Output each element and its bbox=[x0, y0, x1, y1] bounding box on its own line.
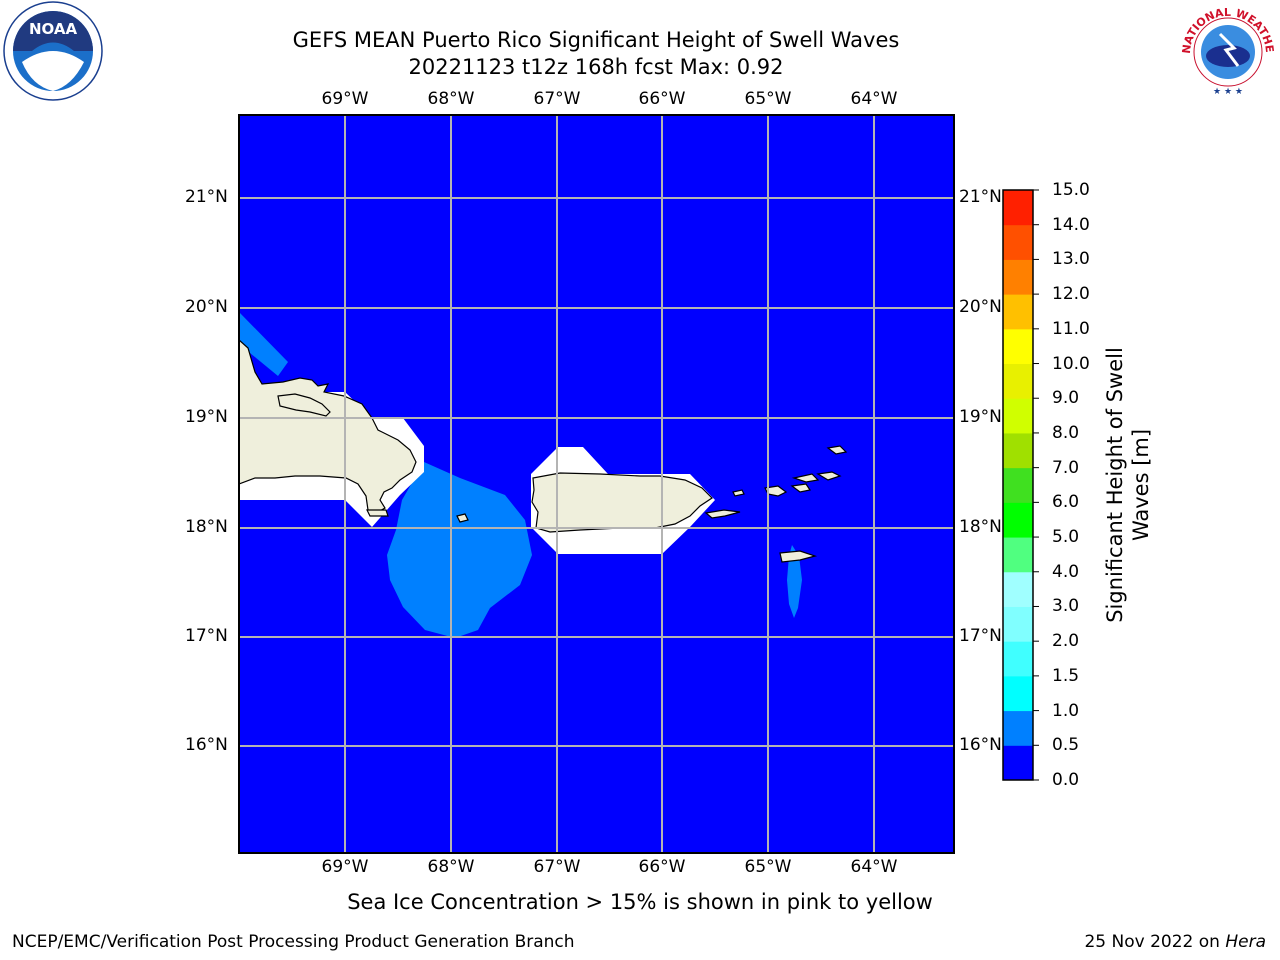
colorbar-title-line2: Waves [m] bbox=[1129, 428, 1153, 542]
chart-title: GEFS MEAN Puerto Rico Significant Height… bbox=[292, 28, 900, 52]
colorbar-band bbox=[1003, 606, 1033, 642]
colorbar-band bbox=[1003, 190, 1033, 226]
colorbar-tick-label: 4.0 bbox=[1052, 561, 1080, 582]
lon-label-bottom: 65°W bbox=[744, 857, 792, 877]
colorbar-tick-label: 14.0 bbox=[1052, 214, 1090, 235]
lon-label-top: 65°W bbox=[744, 89, 792, 109]
lat-label-right: 16°N bbox=[959, 735, 1001, 755]
colorbar-band bbox=[1003, 432, 1033, 469]
colorbar-band bbox=[1003, 328, 1033, 365]
colorbar-tick-label: 7.0 bbox=[1052, 457, 1080, 478]
chart-subtitle: 20221123 t12z 168h fcst Max: 0.92 bbox=[408, 55, 784, 79]
lon-label-bottom: 68°W bbox=[427, 857, 475, 877]
lat-label-left: 20°N bbox=[185, 297, 228, 317]
colorbar-tick-label: 2.0 bbox=[1052, 631, 1080, 652]
colorbar-title: Significant Height of Swell Waves [m] bbox=[1102, 347, 1154, 623]
graticule bbox=[239, 115, 954, 853]
colorbar-tick-label: 3.0 bbox=[1052, 596, 1080, 617]
colorbar-tick-label: 8.0 bbox=[1052, 422, 1080, 443]
colorbar-band bbox=[1003, 641, 1033, 677]
colorbar-frame bbox=[1002, 189, 1034, 781]
map-frame bbox=[238, 114, 955, 854]
lat-labels-right: 21°N 20°N 19°N 18°N 17°N 16°N bbox=[958, 0, 1001, 960]
colorbar-tick-label: 12.0 bbox=[1052, 284, 1090, 305]
colorbar-tick-label: 1.5 bbox=[1052, 665, 1080, 686]
swell-contour-0.5m bbox=[239, 312, 802, 638]
colorbar-band bbox=[1003, 467, 1033, 503]
lat-label-right: 20°N bbox=[959, 297, 1001, 317]
colorbar-band bbox=[1003, 745, 1033, 781]
noaa-logo: NOAA bbox=[3, 1, 103, 101]
colorbar-tick-label: 1.0 bbox=[1052, 700, 1080, 721]
lon-label-bottom: 67°W bbox=[533, 857, 581, 877]
colorbar-tick-label: 5.0 bbox=[1052, 527, 1080, 548]
colorbar-band bbox=[1003, 710, 1033, 746]
colorbar-band bbox=[1003, 675, 1033, 712]
colorbar-tick-label: 0.5 bbox=[1052, 735, 1080, 756]
colorbar-tick-label: 0.0 bbox=[1052, 770, 1080, 790]
nws-logo: NATIONAL WEATHER SERVICE ★ ★ ★ bbox=[1176, 0, 1276, 97]
lat-label-right: 19°N bbox=[959, 407, 1001, 427]
colorbar-band bbox=[1003, 224, 1033, 260]
lat-label-left: 21°N bbox=[185, 187, 228, 207]
lat-label-right: 21°N bbox=[959, 187, 1001, 207]
svg-text:★ ★ ★: ★ ★ ★ bbox=[1213, 87, 1243, 97]
colorbar-tick-label: 11.0 bbox=[1052, 318, 1090, 339]
lon-label-top: 69°W bbox=[321, 89, 369, 109]
lat-label-left: 19°N bbox=[185, 407, 228, 427]
colorbar-tick-label: 9.0 bbox=[1052, 388, 1080, 409]
footer-host: Hera bbox=[1225, 932, 1266, 952]
colorbar-band bbox=[1003, 259, 1033, 295]
lon-label-top: 66°W bbox=[638, 89, 686, 109]
lat-label-right: 18°N bbox=[959, 517, 1001, 537]
lat-label-right: 17°N bbox=[959, 626, 1001, 646]
land bbox=[239, 339, 848, 563]
noaa-logo-text: NOAA bbox=[29, 20, 78, 38]
colorbar bbox=[1002, 189, 1039, 781]
footer-branch: NCEP/EMC/Verification Post Processing Pr… bbox=[12, 932, 575, 952]
colorbar-title-line1: Significant Height of Swell bbox=[1103, 347, 1127, 623]
colorbar-band bbox=[1003, 502, 1033, 538]
colorbar-tick-label: 6.0 bbox=[1052, 492, 1080, 513]
lat-label-left: 16°N bbox=[185, 735, 228, 755]
colorbar-band bbox=[1003, 398, 1033, 434]
colorbar-band bbox=[1003, 571, 1033, 607]
lon-label-bottom: 69°W bbox=[321, 857, 369, 877]
footer-date-text: 25 Nov 2022 on bbox=[1084, 932, 1226, 952]
colorbar-band bbox=[1003, 363, 1033, 399]
footer-date: 25 Nov 2022 on Hera bbox=[1084, 932, 1266, 952]
lon-label-top: 68°W bbox=[427, 89, 475, 109]
lon-label-top: 64°W bbox=[850, 89, 898, 109]
colorbar-tick-label: 10.0 bbox=[1052, 353, 1090, 374]
lon-label-bottom: 64°W bbox=[850, 857, 898, 877]
colorbar-tick-label: 15.0 bbox=[1052, 180, 1090, 200]
lon-label-top: 67°W bbox=[533, 89, 581, 109]
sea-ice-note: Sea Ice Concentration > 15% is shown in … bbox=[347, 890, 933, 914]
lat-label-left: 18°N bbox=[185, 517, 228, 537]
colorbar-band bbox=[1003, 294, 1033, 330]
colorbar-tick-label: 13.0 bbox=[1052, 249, 1090, 270]
lat-label-left: 17°N bbox=[185, 626, 228, 646]
lon-label-bottom: 66°W bbox=[638, 857, 686, 877]
colorbar-band bbox=[1003, 537, 1033, 573]
